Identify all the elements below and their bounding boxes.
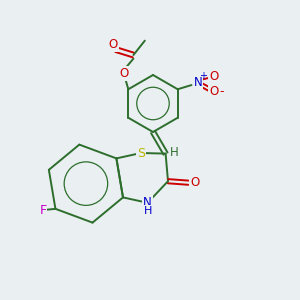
Text: N: N [143, 196, 152, 209]
Text: O: O [209, 70, 218, 83]
Text: O: O [209, 85, 218, 98]
Text: H: H [143, 206, 152, 216]
Text: +: + [199, 71, 207, 81]
Text: -: - [220, 85, 224, 98]
Text: H: H [170, 146, 179, 159]
Text: O: O [108, 38, 118, 51]
Text: O: O [119, 67, 128, 80]
Text: O: O [190, 176, 200, 189]
Text: N: N [194, 76, 203, 89]
Text: S: S [137, 146, 145, 160]
Text: F: F [39, 204, 46, 217]
